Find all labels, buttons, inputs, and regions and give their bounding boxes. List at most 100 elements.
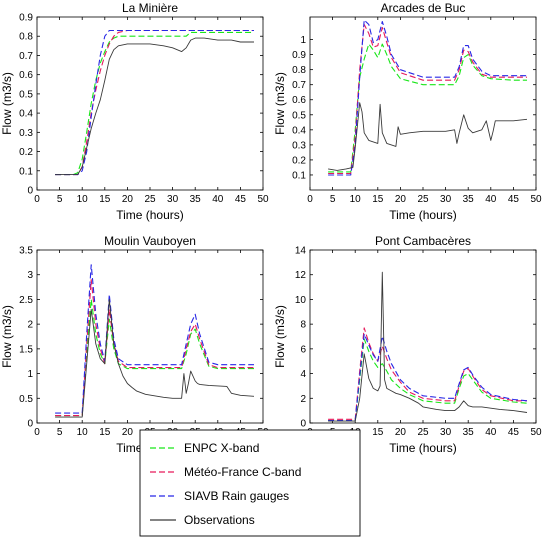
x-tick-label: 15	[99, 194, 111, 205]
plot-frame	[36, 249, 264, 424]
x-tick-label: 40	[485, 194, 497, 205]
y-tick-label: 0.8	[19, 32, 33, 43]
y-tick-label: 0	[300, 419, 306, 430]
chart-title: Pont Cambacères	[375, 234, 471, 248]
legend-box	[139, 429, 361, 537]
legend: ENPC X-band Météo-France C-band SIAVB Rain…	[139, 429, 361, 537]
y-tick-label: 1.5	[19, 344, 33, 355]
y-tick-label: 0.7	[19, 51, 33, 62]
series-line-siavb-rain-gauges	[55, 264, 254, 414]
x-tick-label: 35	[463, 194, 475, 205]
y-tick-label: 12	[295, 270, 307, 281]
x-tick-label: 35	[463, 427, 475, 438]
chart-title: Moulin Vauboyen	[104, 234, 196, 248]
plot-frame	[309, 249, 537, 424]
y-axis-label: Flow (m3/s)	[0, 72, 14, 135]
x-tick-label: 25	[417, 194, 429, 205]
x-tick-label: 15	[372, 194, 384, 205]
series-line-meteo-france-c-band	[328, 327, 527, 420]
y-tick-label: 10	[295, 295, 307, 306]
chart-panel-3: Moulin Vauboyen0510152025303540455000.51…	[0, 234, 269, 455]
y-tick-label: 2.5	[19, 295, 33, 306]
legend-label: Météo-France C-band	[184, 465, 301, 479]
x-tick-label: 50	[530, 194, 542, 205]
y-tick-label: 0.5	[292, 110, 306, 121]
series-line-enpc-x-band	[55, 31, 254, 176]
series-line-enpc-x-band	[328, 43, 527, 173]
x-tick-label: 45	[235, 194, 247, 205]
y-tick-label: 0.2	[292, 155, 306, 166]
series-line-meteo-france-c-band	[55, 29, 254, 176]
series-line-siavb-rain-gauges	[328, 333, 528, 422]
x-tick-label: 35	[190, 194, 202, 205]
y-tick-label: 0.9	[19, 13, 33, 24]
y-tick-label: 0	[27, 419, 33, 430]
x-tick-label: 20	[395, 427, 407, 438]
series-line-enpc-x-band	[328, 338, 528, 422]
y-tick-label: 1	[27, 369, 33, 380]
y-tick-label: 1	[300, 35, 306, 46]
series-line-observations	[55, 37, 254, 176]
y-tick-label: 8	[300, 320, 306, 331]
y-tick-label: 0.9	[292, 50, 306, 61]
chart-title: Arcades de Buc	[381, 1, 466, 15]
series-line-observations	[328, 271, 528, 422]
legend-label: ENPC X-band	[184, 441, 259, 455]
y-tick-label: 0.1	[292, 170, 306, 181]
series-line-meteo-france-c-band	[55, 279, 254, 417]
legend-label: Observations	[184, 513, 255, 527]
x-tick-label: 0	[34, 194, 40, 205]
y-tick-label: 3	[27, 270, 33, 281]
x-tick-label: 40	[485, 427, 497, 438]
x-tick-label: 10	[77, 427, 89, 438]
y-tick-label: 0.5	[19, 394, 33, 405]
x-tick-label: 50	[530, 427, 542, 438]
x-tick-label: 0	[307, 194, 313, 205]
x-tick-label: 20	[395, 194, 407, 205]
x-tick-label: 15	[99, 427, 111, 438]
x-tick-label: 0	[34, 427, 40, 438]
chart-panel-2: Arcades de Buc 0 5 10 15 20 25 30 35 40 45 50 0.1 0.2…	[273, 1, 542, 222]
y-tick-label: 0.4	[292, 125, 306, 136]
x-tick-label: 20	[122, 194, 134, 205]
x-tick-label: 5	[57, 194, 63, 205]
x-tick-label: 15	[372, 427, 384, 438]
series-line-observations	[328, 102, 528, 171]
y-tick-label: 0.6	[19, 70, 33, 81]
y-tick-label: 0.8	[292, 65, 306, 76]
series-line-siavb-rain-gauges	[328, 19, 527, 176]
x-tick-label: 20	[122, 427, 134, 438]
chart-panel-4: Pont Cambacères0510152025303540455002468…	[273, 234, 542, 455]
x-tick-label: 30	[440, 194, 452, 205]
x-tick-label: 45	[508, 194, 520, 205]
y-axis-label: Flow (m3/s)	[0, 305, 14, 368]
y-tick-label: 0.6	[292, 95, 306, 106]
y-tick-label: 0.4	[19, 109, 33, 120]
x-tick-label: 10	[350, 194, 362, 205]
series-line-observations	[55, 298, 255, 418]
x-axis-label: Time (hours)	[116, 208, 184, 222]
x-tick-label: 40	[212, 194, 224, 205]
y-tick-label: 0.5	[19, 89, 33, 100]
y-tick-label: 0.1	[19, 166, 33, 177]
y-tick-label: 0.3	[292, 140, 306, 151]
series-line-enpc-x-band	[55, 298, 254, 417]
plot-frame	[36, 16, 264, 191]
x-tick-label: 45	[508, 427, 520, 438]
x-tick-label: 25	[144, 194, 156, 205]
x-tick-label: 5	[330, 194, 336, 205]
y-tick-label: 2	[27, 320, 33, 331]
legend-label: SIAVB Rain gauges	[184, 489, 289, 503]
x-tick-label: 10	[77, 194, 89, 205]
y-tick-label: 6	[300, 344, 306, 355]
x-tick-label: 30	[167, 194, 179, 205]
x-tick-label: 50	[257, 194, 269, 205]
y-tick-label: 0	[27, 186, 33, 197]
y-axis-label: Flow (m3/s)	[273, 305, 287, 368]
y-tick-label: 14	[295, 246, 307, 257]
x-tick-label: 30	[440, 427, 452, 438]
x-axis-label: Time (hours)	[389, 208, 457, 222]
y-axis-label: Flow (m3/s)	[273, 72, 287, 135]
plot-frame	[309, 16, 537, 191]
